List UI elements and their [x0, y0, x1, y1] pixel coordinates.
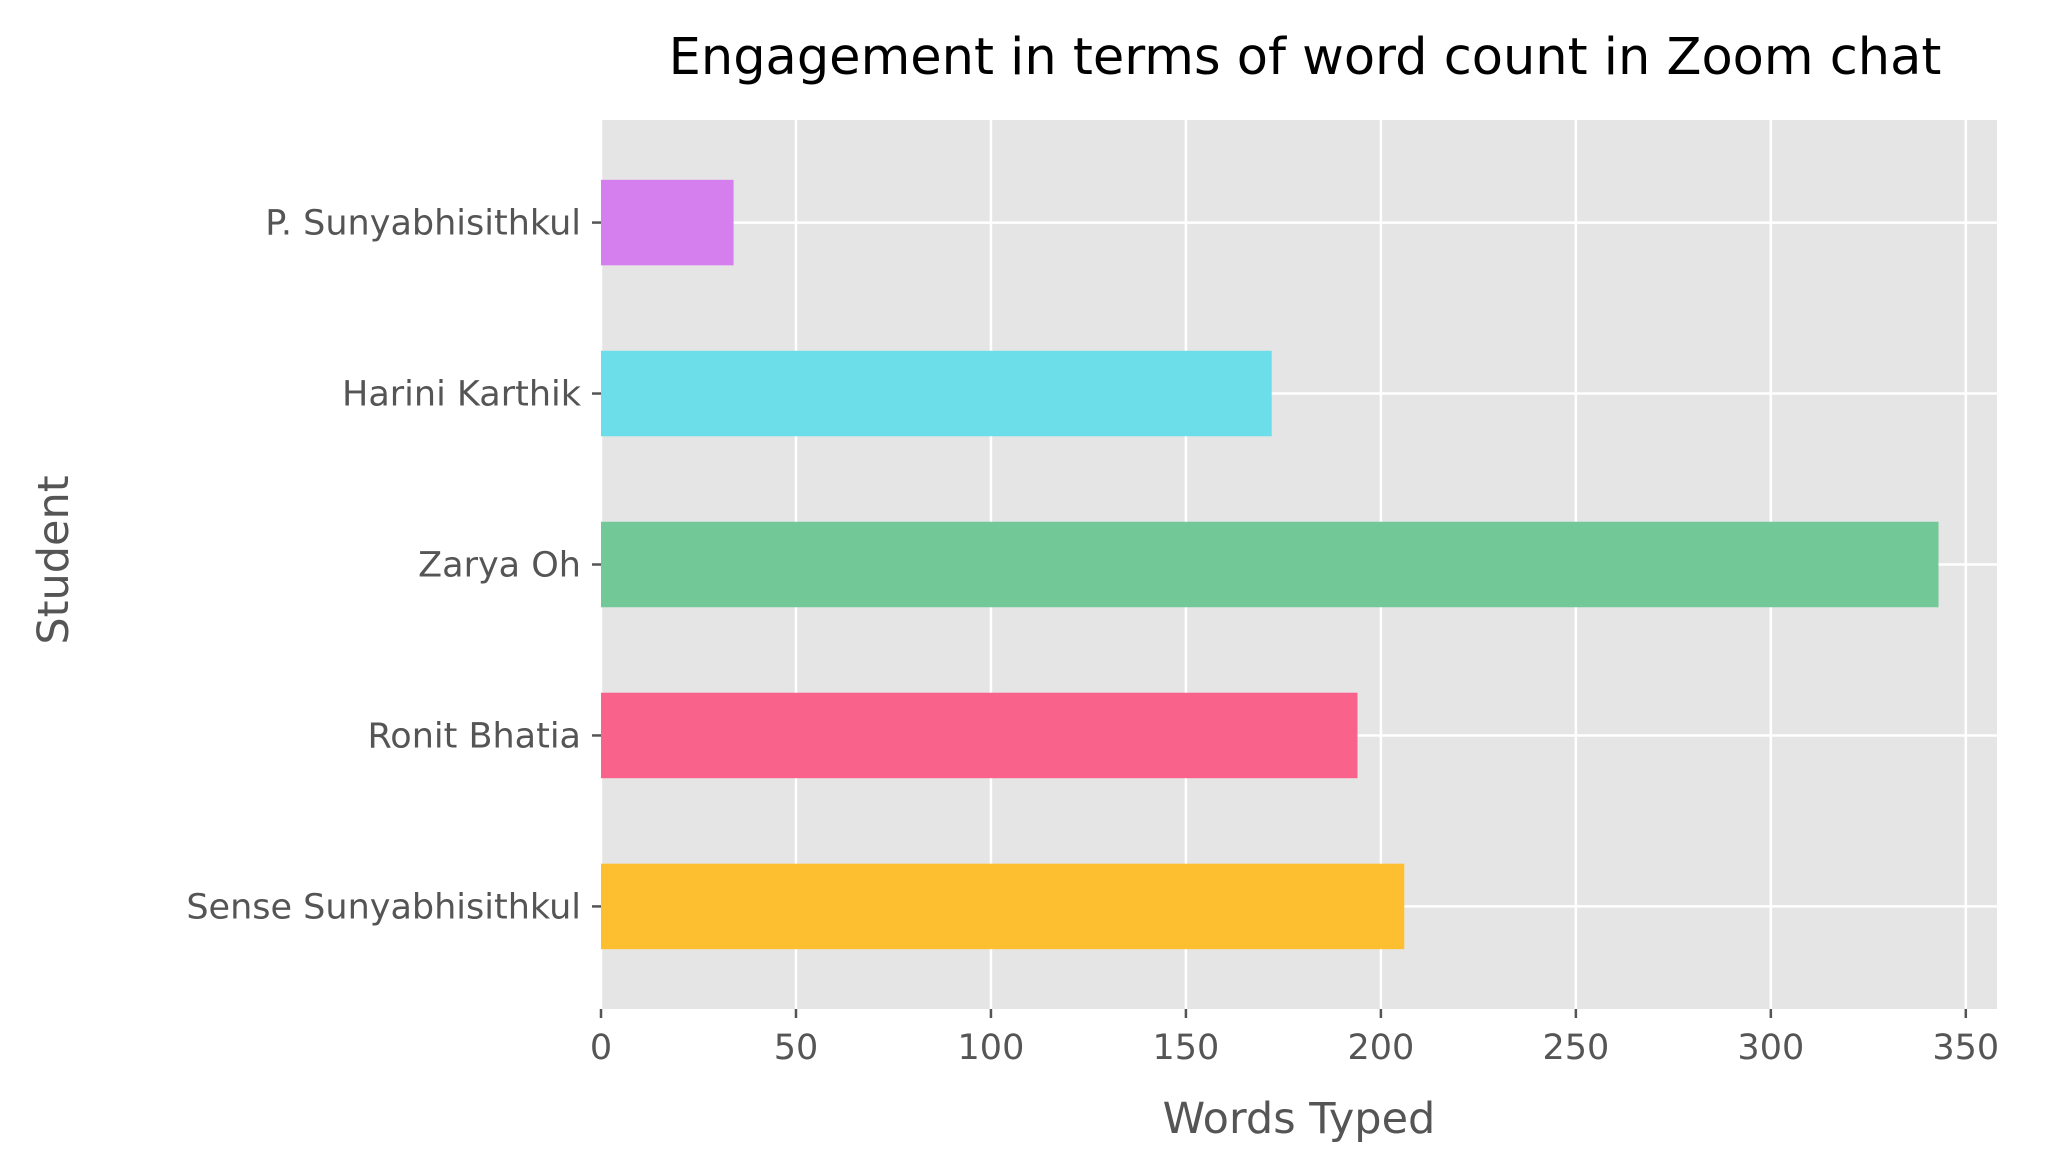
x-axis-label: Words Typed	[1163, 1094, 1436, 1144]
bars	[601, 179, 1939, 950]
chart-title: Engagement in terms of word count in Zoo…	[669, 28, 1942, 87]
bar	[601, 863, 1405, 950]
x-tick-label: 150	[1153, 1028, 1220, 1068]
x-tick-label: 250	[1542, 1028, 1609, 1068]
y-tick-label: Zarya Oh	[418, 546, 581, 586]
y-tick-label: Ronit Bhatia	[368, 716, 581, 756]
bar	[601, 179, 734, 266]
y-tick-label: Sense Sunyabhisithkul	[186, 887, 581, 927]
x-tick-label: 200	[1347, 1028, 1414, 1068]
x-tick-label: 0	[590, 1028, 612, 1068]
bar	[601, 521, 1939, 608]
x-tick-label: 50	[774, 1028, 819, 1068]
x-tick-label: 300	[1737, 1028, 1804, 1068]
x-axis: 0 50 100 150 200 250 300 350	[590, 1009, 1999, 1068]
bar	[601, 350, 1272, 437]
y-axis-label: Student	[29, 475, 79, 644]
y-axis: Sense Sunyabhisithkul Ronit Bhatia Zarya O…	[186, 204, 601, 927]
x-tick-label: 100	[958, 1028, 1025, 1068]
x-tick-label: 350	[1932, 1028, 1999, 1068]
bar	[601, 692, 1358, 779]
y-tick-label: P. Sunyabhisithkul	[265, 204, 581, 244]
y-tick-label: Harini Karthik	[342, 375, 582, 415]
